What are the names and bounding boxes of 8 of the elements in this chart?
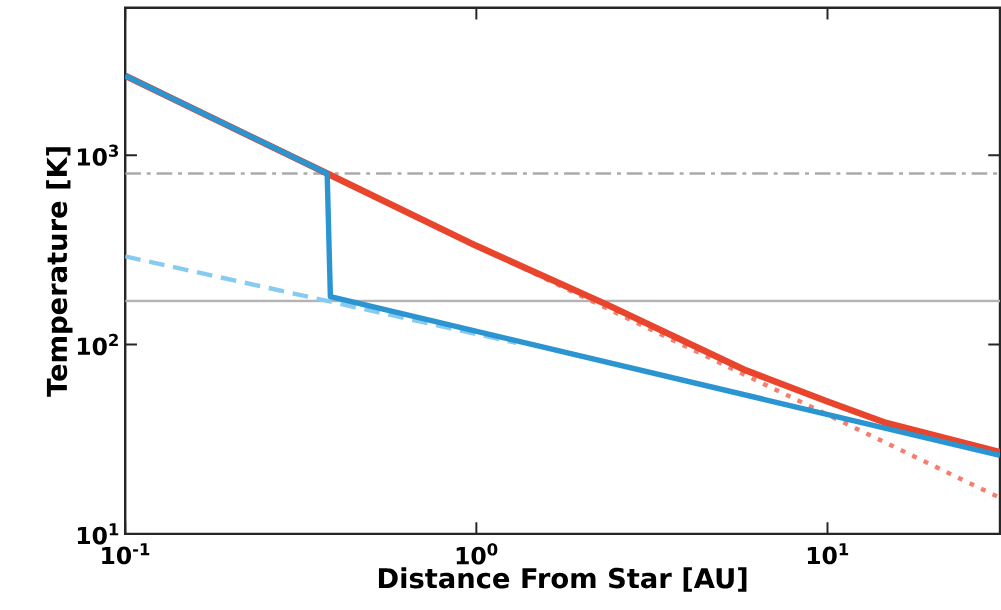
x-axis-title: Distance From Star [AU] <box>378 567 747 592</box>
y-tick-label: 10$^{3}$ <box>77 144 119 166</box>
x-tick-label: 10$^{1}$ <box>807 543 849 565</box>
y-tick-label: 10$^{2}$ <box>77 333 118 356</box>
x-tick-label: 10$^{-1}$ <box>102 543 150 565</box>
x-tick-label: 10$^{0}$ <box>456 543 498 565</box>
y-tick-label: 10$^{1}$ <box>77 523 119 545</box>
y-axis-title: Temperature [K] <box>46 146 73 397</box>
